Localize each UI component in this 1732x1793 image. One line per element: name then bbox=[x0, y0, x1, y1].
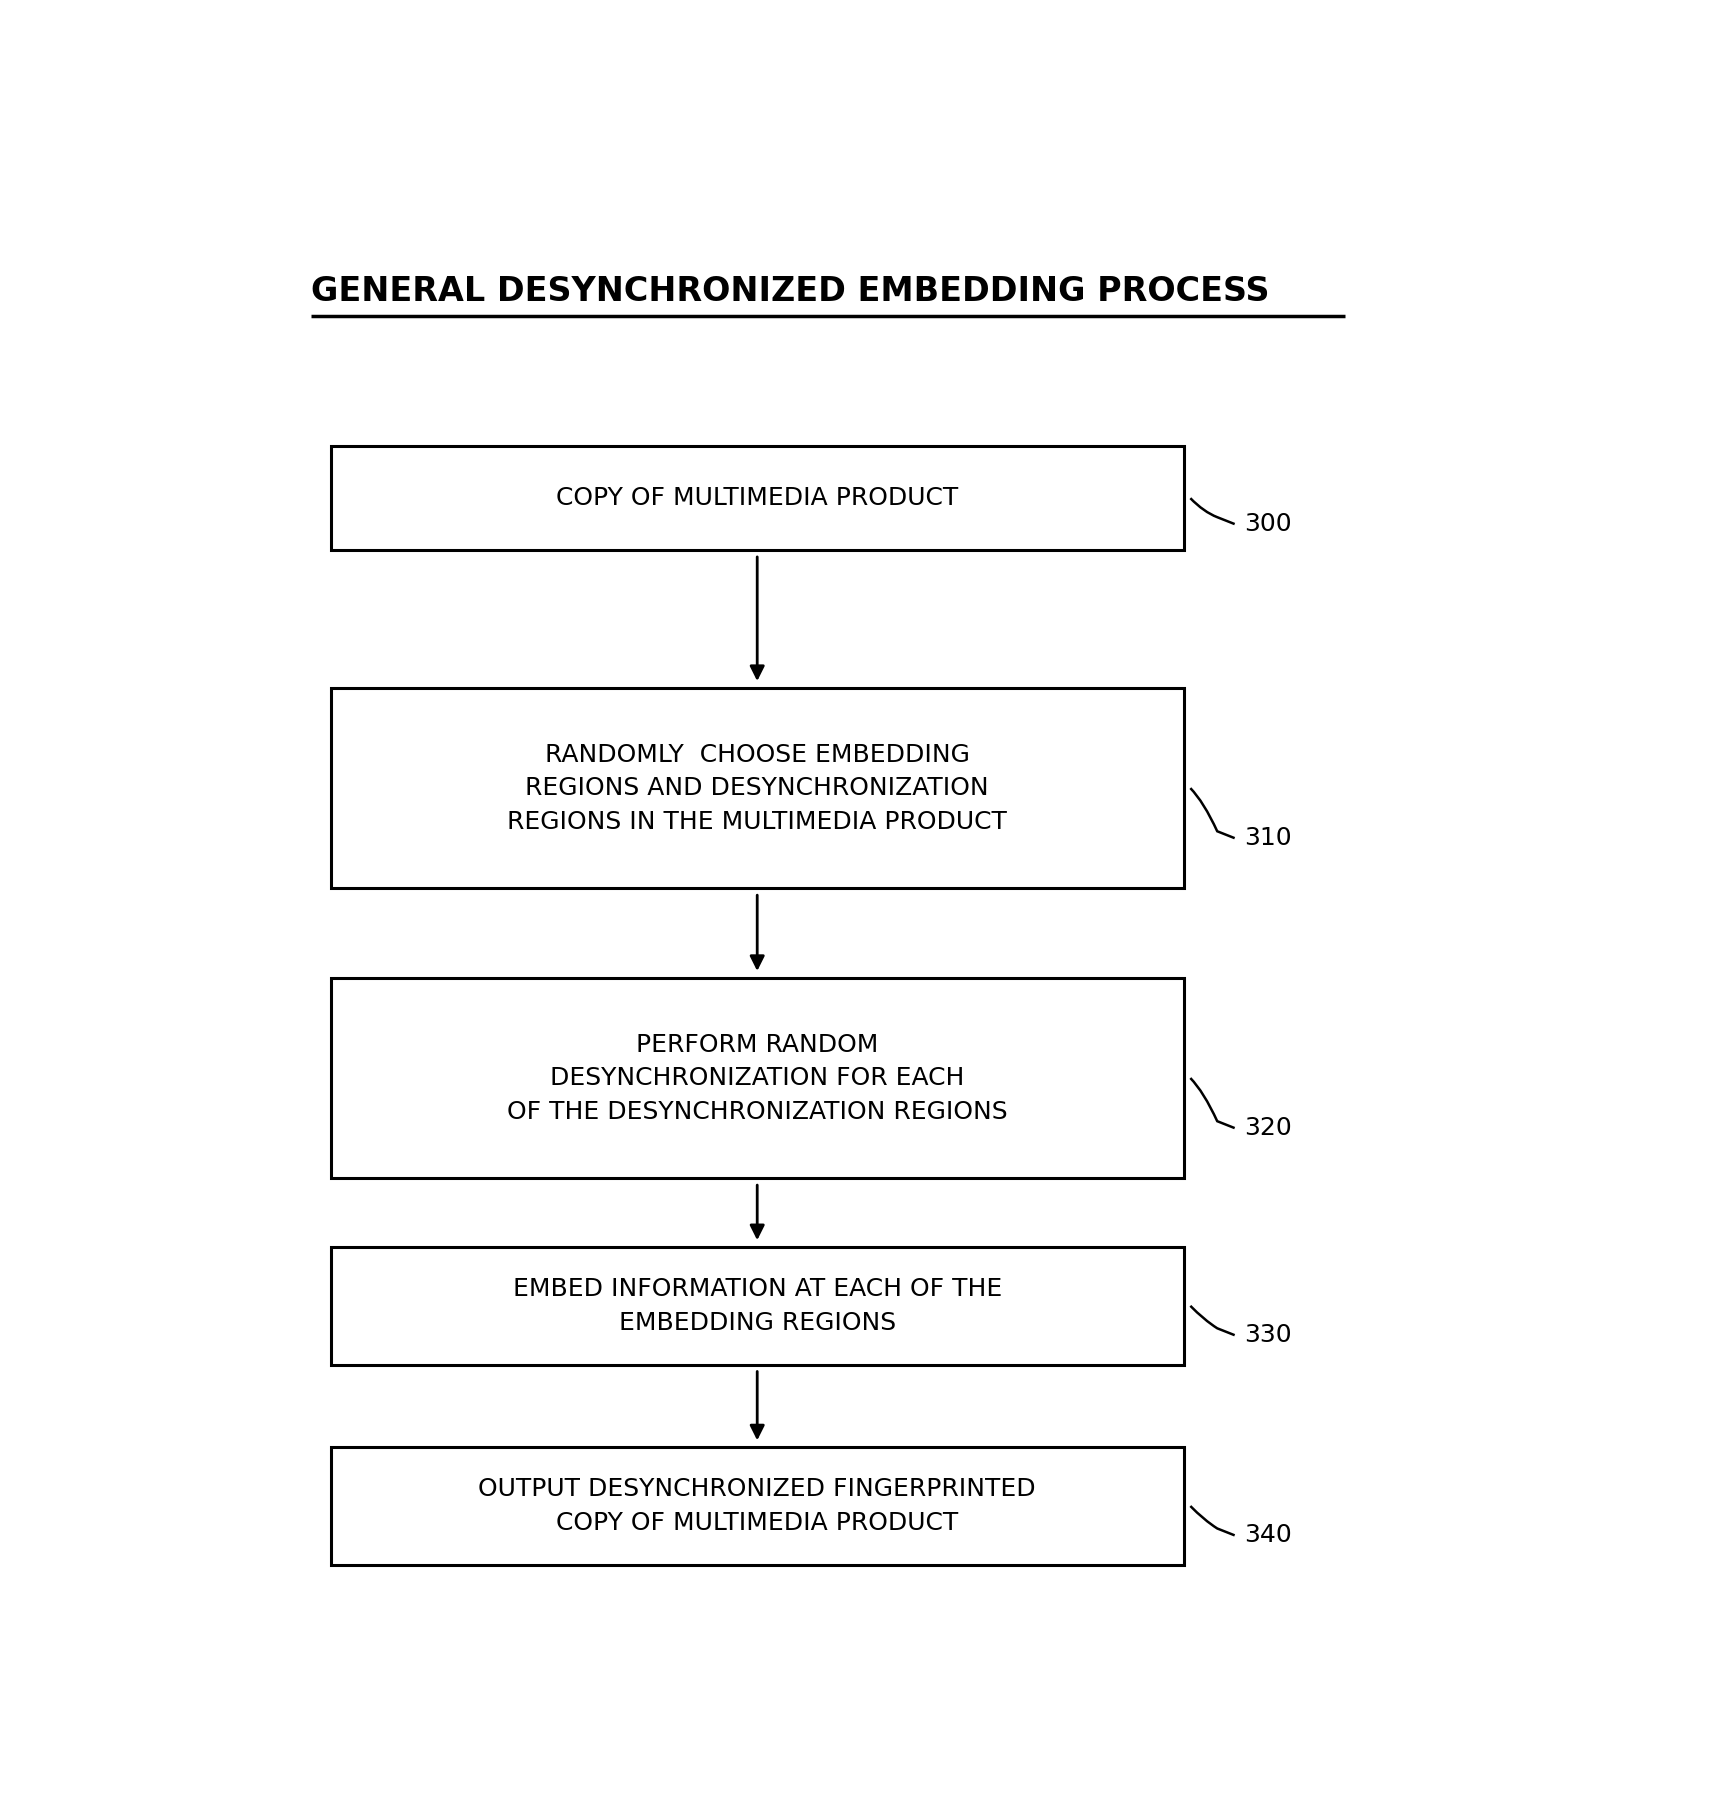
Text: 300: 300 bbox=[1244, 513, 1290, 536]
Bar bbox=[331, 689, 1183, 888]
Bar bbox=[331, 1248, 1183, 1364]
Text: RANDOMLY  CHOOSE EMBEDDING
REGIONS AND DESYNCHRONIZATION
REGIONS IN THE MULTIMED: RANDOMLY CHOOSE EMBEDDING REGIONS AND DE… bbox=[507, 742, 1006, 834]
Bar bbox=[331, 977, 1183, 1178]
Text: OUTPUT DESYNCHRONIZED FINGERPRINTED
COPY OF MULTIMEDIA PRODUCT: OUTPUT DESYNCHRONIZED FINGERPRINTED COPY… bbox=[478, 1477, 1036, 1535]
Text: EMBED INFORMATION AT EACH OF THE
EMBEDDING REGIONS: EMBED INFORMATION AT EACH OF THE EMBEDDI… bbox=[513, 1277, 1001, 1334]
Text: PERFORM RANDOM
DESYNCHRONIZATION FOR EACH
OF THE DESYNCHRONIZATION REGIONS: PERFORM RANDOM DESYNCHRONIZATION FOR EAC… bbox=[506, 1033, 1006, 1124]
Text: 310: 310 bbox=[1244, 827, 1290, 850]
Text: 320: 320 bbox=[1244, 1115, 1290, 1140]
Text: 340: 340 bbox=[1244, 1524, 1290, 1547]
Bar bbox=[331, 1447, 1183, 1565]
Text: 330: 330 bbox=[1244, 1323, 1290, 1347]
Text: GENERAL DESYNCHRONIZED EMBEDDING PROCESS: GENERAL DESYNCHRONIZED EMBEDDING PROCESS bbox=[310, 274, 1268, 308]
Bar bbox=[331, 446, 1183, 550]
Text: COPY OF MULTIMEDIA PRODUCT: COPY OF MULTIMEDIA PRODUCT bbox=[556, 486, 958, 511]
